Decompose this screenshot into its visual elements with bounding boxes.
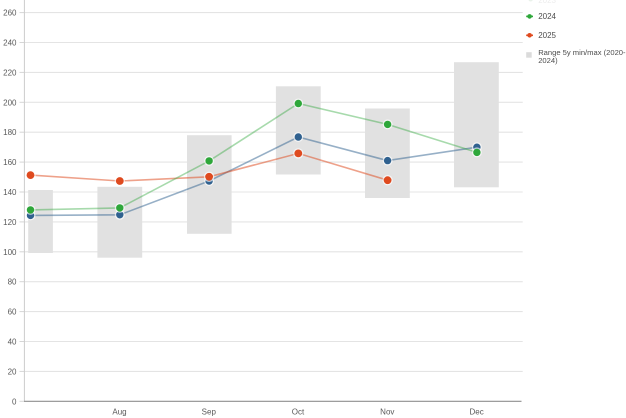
svg-text:Range 5y min/max (2020-: Range 5y min/max (2020- bbox=[538, 48, 626, 57]
svg-text:140: 140 bbox=[3, 188, 17, 197]
svg-text:Dec: Dec bbox=[469, 407, 483, 416]
svg-text:100: 100 bbox=[3, 248, 17, 257]
svg-text:180: 180 bbox=[3, 128, 17, 137]
svg-text:60: 60 bbox=[8, 308, 17, 317]
svg-text:20: 20 bbox=[8, 367, 17, 376]
svg-text:40: 40 bbox=[8, 338, 17, 347]
svg-text:2024: 2024 bbox=[538, 12, 556, 21]
svg-text:260: 260 bbox=[3, 9, 17, 18]
svg-text:Sep: Sep bbox=[202, 407, 217, 416]
svg-text:240: 240 bbox=[3, 39, 17, 48]
svg-text:0: 0 bbox=[12, 397, 17, 406]
svg-text:220: 220 bbox=[3, 68, 17, 77]
svg-text:Oct: Oct bbox=[292, 407, 305, 416]
svg-text:2025: 2025 bbox=[538, 31, 556, 40]
svg-text:200: 200 bbox=[3, 98, 17, 107]
svg-text:Aug: Aug bbox=[112, 407, 126, 416]
svg-text:2023: 2023 bbox=[538, 0, 556, 5]
svg-text:80: 80 bbox=[8, 278, 17, 287]
svg-text:2024): 2024) bbox=[538, 56, 558, 65]
svg-text:Nov: Nov bbox=[380, 407, 394, 416]
svg-text:160: 160 bbox=[3, 158, 17, 167]
svg-text:120: 120 bbox=[3, 218, 17, 227]
